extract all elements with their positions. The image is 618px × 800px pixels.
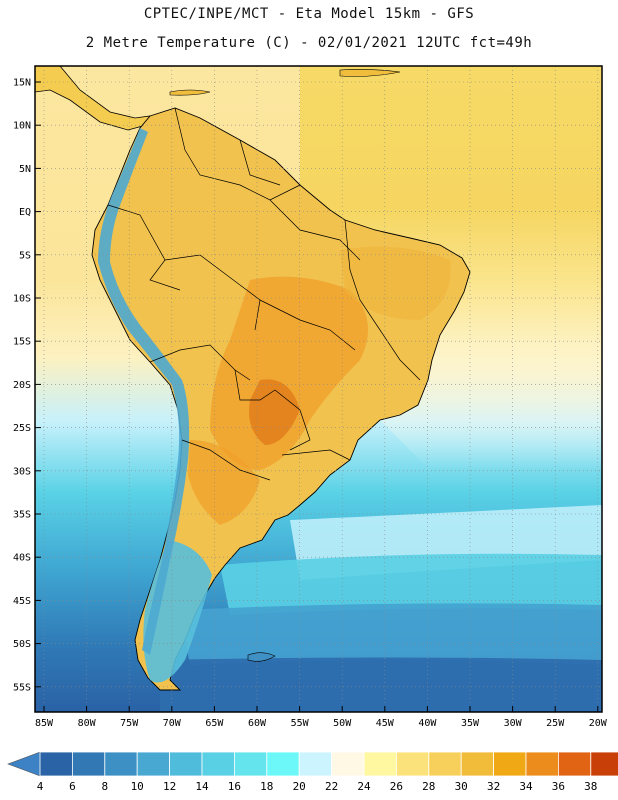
colorbar-label: 12 xyxy=(163,780,176,793)
colorbar-cell xyxy=(395,751,430,777)
lat-label: 40S xyxy=(13,553,31,564)
colorbar-cell xyxy=(460,751,495,777)
colorbar-cell xyxy=(104,751,138,777)
temperature-map: 15N 10N 5N EQ 5S 10S 15S 20S 25S 30S 35S 40S 45S 50S 5… xyxy=(13,65,608,729)
lon-label: 35W xyxy=(461,718,480,729)
colorbar-label: 14 xyxy=(195,780,209,793)
lon-label: 65W xyxy=(205,718,224,729)
lat-label: 5N xyxy=(19,164,31,175)
lon-label: 85W xyxy=(35,718,54,729)
colorbar-label: 8 xyxy=(101,780,108,793)
colorbar-cell xyxy=(525,751,559,777)
colorbar-label: 20 xyxy=(293,780,306,793)
colorbar-label: 16 xyxy=(228,780,241,793)
colorbar-label: 34 xyxy=(519,780,533,793)
colorbar-cell xyxy=(72,751,106,777)
lat-label: 25S xyxy=(13,423,31,434)
colorbar-label: 24 xyxy=(357,780,371,793)
lat-label: 55S xyxy=(13,682,31,693)
caribbean-island xyxy=(169,89,211,96)
lon-label: 55W xyxy=(291,718,310,729)
colorbar-cell xyxy=(493,751,527,777)
lat-label: 15N xyxy=(13,78,31,89)
hot-argentina xyxy=(188,440,260,525)
title-line-1: CPTEC/INPE/MCT - Eta Model 15km - GFS xyxy=(143,6,475,22)
colorbar-cell xyxy=(590,751,618,777)
colorbar-cell xyxy=(233,751,268,777)
colorbar-cell xyxy=(201,751,235,777)
falkland-islands xyxy=(247,652,276,662)
atlantic-band-14c xyxy=(220,553,602,615)
hot-interior xyxy=(210,276,368,470)
atlantic-band-10c xyxy=(180,603,602,665)
graticule xyxy=(35,66,602,712)
lon-label: 75W xyxy=(120,718,139,729)
colorbar-cell xyxy=(169,751,203,777)
lon-label: 40W xyxy=(418,718,437,729)
colorbar-label: 4 xyxy=(37,780,44,793)
colorbar-label: 30 xyxy=(455,780,468,793)
map-frame xyxy=(34,65,603,713)
lat-label: 15S xyxy=(13,337,31,348)
country-borders xyxy=(107,107,421,481)
colorbar-label: 6 xyxy=(69,780,76,793)
atlantic-band-6c xyxy=(160,657,602,712)
colorbar-label: 26 xyxy=(390,780,403,793)
lat-label: 35S xyxy=(13,510,31,521)
lat-label: EQ xyxy=(19,207,31,218)
lat-label: 10S xyxy=(13,294,31,305)
colorbar-cell xyxy=(331,751,365,777)
colorbar-cell xyxy=(363,751,397,777)
colorbar: 4 6 8 10 12 14 16 18 20 22 24 26 28 30 32 34 36 38 xyxy=(7,751,618,793)
colorbar-label: 18 xyxy=(260,780,273,793)
colorbar-cell xyxy=(136,751,170,777)
lat-label: 30S xyxy=(13,466,31,477)
lon-label: 25W xyxy=(546,718,565,729)
colorbar-label: 38 xyxy=(584,780,597,793)
lat-label: 10N xyxy=(13,121,31,132)
colorbar-label: 36 xyxy=(552,780,565,793)
colorbar-label: 32 xyxy=(487,780,500,793)
lon-label: 70W xyxy=(163,718,182,729)
colorbar-cell xyxy=(266,751,300,777)
lon-label: 60W xyxy=(248,718,267,729)
lon-label: 20W xyxy=(589,718,608,729)
colorbar-cell xyxy=(428,751,462,777)
lat-label: 50S xyxy=(13,639,31,650)
hot-core xyxy=(249,379,300,445)
lon-label: 30W xyxy=(504,718,523,729)
colorbar-cell xyxy=(298,751,333,777)
colorbar-label: 28 xyxy=(422,780,435,793)
lat-label: 20S xyxy=(13,380,31,391)
lat-label: 45S xyxy=(13,596,31,607)
warm-northeast xyxy=(340,246,451,320)
colorbar-label: 22 xyxy=(325,780,338,793)
colorbar-cell xyxy=(558,751,592,777)
title-line-2: 2 Metre Temperature (C) - 02/01/2021 12U… xyxy=(85,35,533,51)
caribbean-island xyxy=(339,69,401,77)
lon-label: 80W xyxy=(78,718,97,729)
lat-label: 5S xyxy=(19,250,31,261)
colorbar-cell xyxy=(39,751,73,777)
colorbar-under-arrow xyxy=(7,751,41,777)
colorbar-label: 10 xyxy=(131,780,144,793)
lon-label: 50W xyxy=(333,718,352,729)
lon-label: 45W xyxy=(376,718,395,729)
